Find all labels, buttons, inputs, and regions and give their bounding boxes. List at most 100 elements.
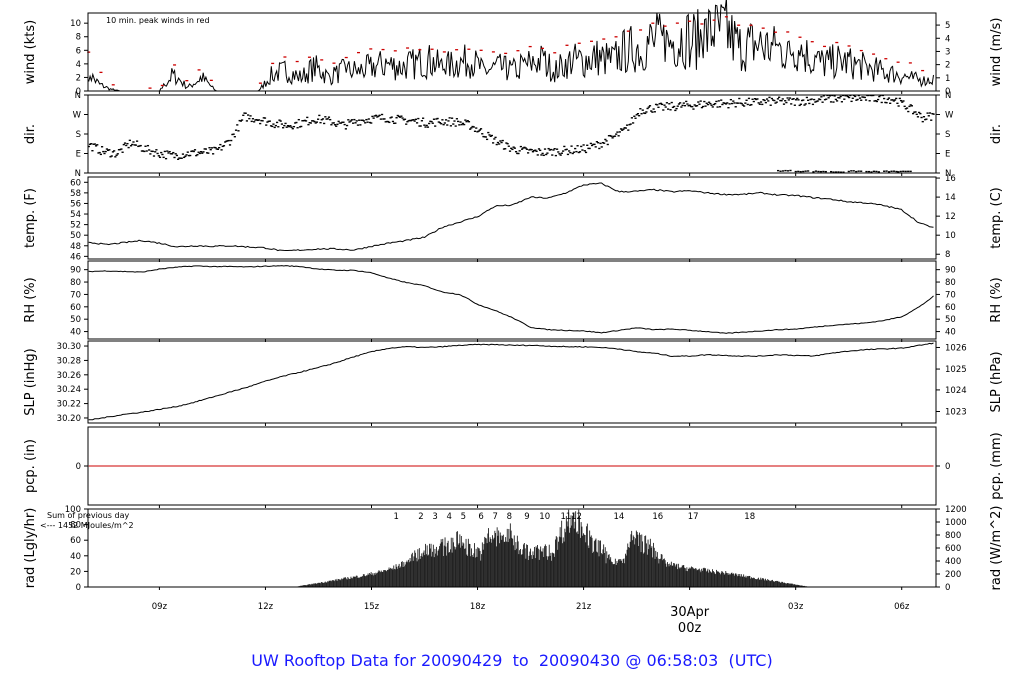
dir-point bbox=[810, 98, 813, 100]
rad-bar bbox=[684, 568, 686, 587]
dir-point bbox=[513, 147, 516, 149]
dir-point bbox=[271, 125, 274, 128]
rad-bar bbox=[339, 579, 341, 587]
dir-point bbox=[522, 147, 525, 149]
dir-point bbox=[315, 121, 319, 123]
wind-peak-mark bbox=[393, 50, 397, 52]
ytick-label-left-slp: 30.30 bbox=[57, 342, 81, 352]
dir-point bbox=[638, 115, 641, 117]
dir-point bbox=[733, 102, 736, 104]
dir-point bbox=[864, 99, 868, 101]
ytick-label-right-rad: 600 bbox=[945, 544, 961, 554]
wind-peak-mark bbox=[896, 61, 900, 63]
dir-point bbox=[214, 147, 217, 149]
ylabel-left-temp: temp. (F) bbox=[23, 188, 38, 248]
dir-point bbox=[420, 120, 424, 122]
ytick-label-right-slp: 1024 bbox=[945, 386, 967, 396]
rad-bar bbox=[676, 563, 678, 587]
rad-hour-label: 3 bbox=[432, 512, 437, 522]
dir-point bbox=[790, 103, 793, 105]
rad-bar bbox=[312, 584, 314, 587]
dir-point bbox=[908, 105, 911, 108]
wind-peak-mark bbox=[467, 48, 471, 50]
rad-bar bbox=[328, 580, 330, 587]
dir-point bbox=[834, 171, 838, 173]
rad-bar bbox=[509, 538, 510, 587]
wind-peak-mark bbox=[724, 16, 728, 18]
rad-bar bbox=[646, 554, 648, 587]
ytick-label-left-rh: 90 bbox=[70, 266, 81, 276]
rad-bar bbox=[389, 569, 391, 587]
rad-bar bbox=[535, 546, 537, 587]
dir-point bbox=[295, 121, 298, 124]
dir-point bbox=[92, 143, 95, 145]
dir-point bbox=[551, 154, 554, 156]
rad-bar bbox=[646, 543, 647, 587]
dir-point bbox=[452, 123, 455, 125]
wind-peak-mark bbox=[504, 52, 508, 55]
rad-bar bbox=[415, 552, 416, 587]
rad-bar bbox=[594, 539, 596, 587]
dir-point bbox=[895, 97, 898, 100]
rh-line bbox=[88, 265, 934, 334]
dir-point bbox=[756, 98, 759, 100]
rad-bar bbox=[538, 559, 540, 587]
ytick-label-right-wind: 2 bbox=[945, 61, 950, 71]
rad-bar bbox=[463, 543, 465, 587]
wind-peak-mark bbox=[87, 51, 91, 53]
dir-point bbox=[269, 125, 273, 127]
rad-bar bbox=[530, 555, 532, 587]
dir-point bbox=[467, 121, 471, 123]
rad-bar bbox=[615, 565, 617, 587]
dir-point bbox=[267, 120, 270, 123]
dir-point bbox=[780, 99, 783, 102]
dir-point bbox=[158, 156, 162, 159]
rad-bar bbox=[398, 563, 400, 587]
rad-bar bbox=[478, 548, 480, 587]
rad-bar bbox=[306, 585, 308, 587]
ytick-label-right-wind: 0 bbox=[945, 87, 950, 97]
rad-bar bbox=[776, 581, 778, 587]
dir-point bbox=[593, 143, 596, 146]
rad-bar bbox=[537, 548, 539, 587]
rad-bar bbox=[464, 548, 466, 587]
rad-bar bbox=[613, 564, 615, 587]
rad-bar bbox=[749, 576, 751, 587]
rad-bar bbox=[518, 554, 520, 587]
dir-point bbox=[400, 115, 403, 117]
dir-point bbox=[365, 118, 368, 121]
rad-bar bbox=[611, 562, 613, 587]
rad-bar bbox=[340, 580, 342, 587]
rad-bar bbox=[548, 544, 550, 587]
dir-point bbox=[353, 118, 356, 121]
rad-bar bbox=[483, 543, 485, 587]
rad-bar bbox=[792, 583, 794, 587]
dir-point bbox=[530, 149, 533, 151]
rad-bar bbox=[449, 552, 451, 587]
rad-bar bbox=[663, 558, 665, 587]
ytick-label-right-temp: 8 bbox=[945, 250, 950, 260]
rad-bar bbox=[757, 578, 759, 587]
rad-bar bbox=[373, 575, 374, 587]
rad-bar bbox=[481, 554, 482, 587]
dir-point bbox=[309, 122, 312, 124]
ytick-label-right-rh: 40 bbox=[945, 328, 956, 338]
dir-point bbox=[399, 116, 402, 118]
rad-bar bbox=[338, 579, 339, 587]
wind-peak-mark bbox=[516, 50, 520, 52]
rad-bar bbox=[447, 540, 449, 587]
rad-bar bbox=[496, 527, 498, 587]
rad-bar bbox=[362, 574, 364, 587]
ytick-label-left-dir: W bbox=[73, 111, 82, 121]
rad-bar bbox=[561, 520, 563, 587]
dir-point bbox=[689, 105, 693, 108]
dir-point bbox=[527, 152, 530, 154]
rad-bar bbox=[348, 579, 350, 587]
rad-bar bbox=[627, 543, 629, 587]
rad-bar bbox=[536, 547, 538, 587]
wind-peak-mark bbox=[455, 49, 459, 51]
rad-bar bbox=[800, 585, 801, 587]
dir-point bbox=[772, 99, 775, 101]
rad-bar bbox=[597, 552, 598, 587]
rad-bar bbox=[337, 580, 339, 587]
